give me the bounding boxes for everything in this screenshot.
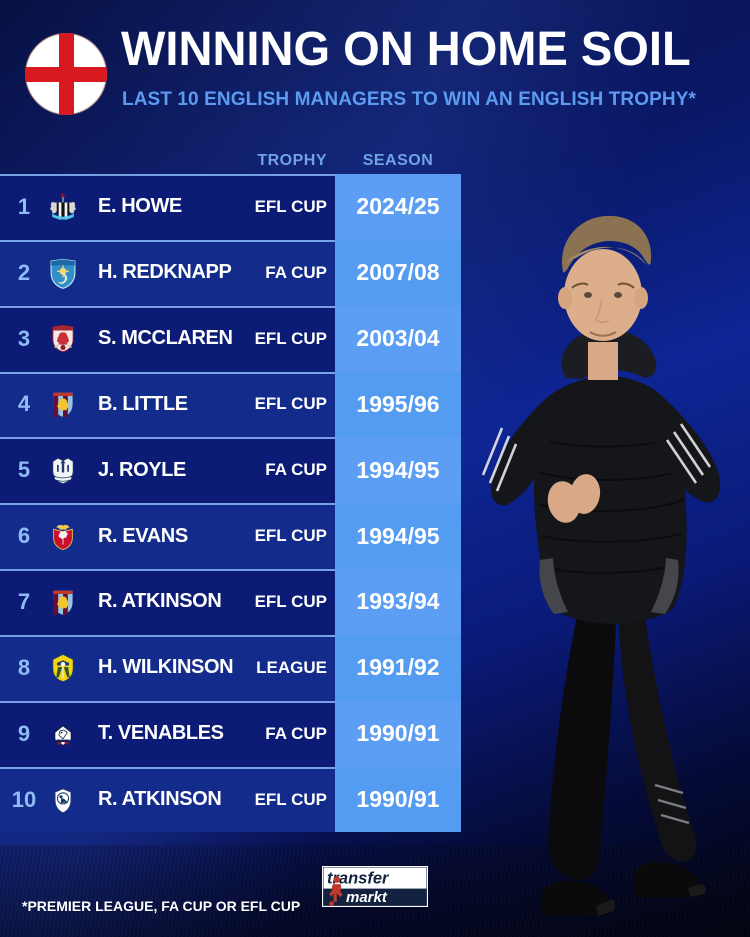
svg-text:markt: markt — [346, 889, 388, 906]
